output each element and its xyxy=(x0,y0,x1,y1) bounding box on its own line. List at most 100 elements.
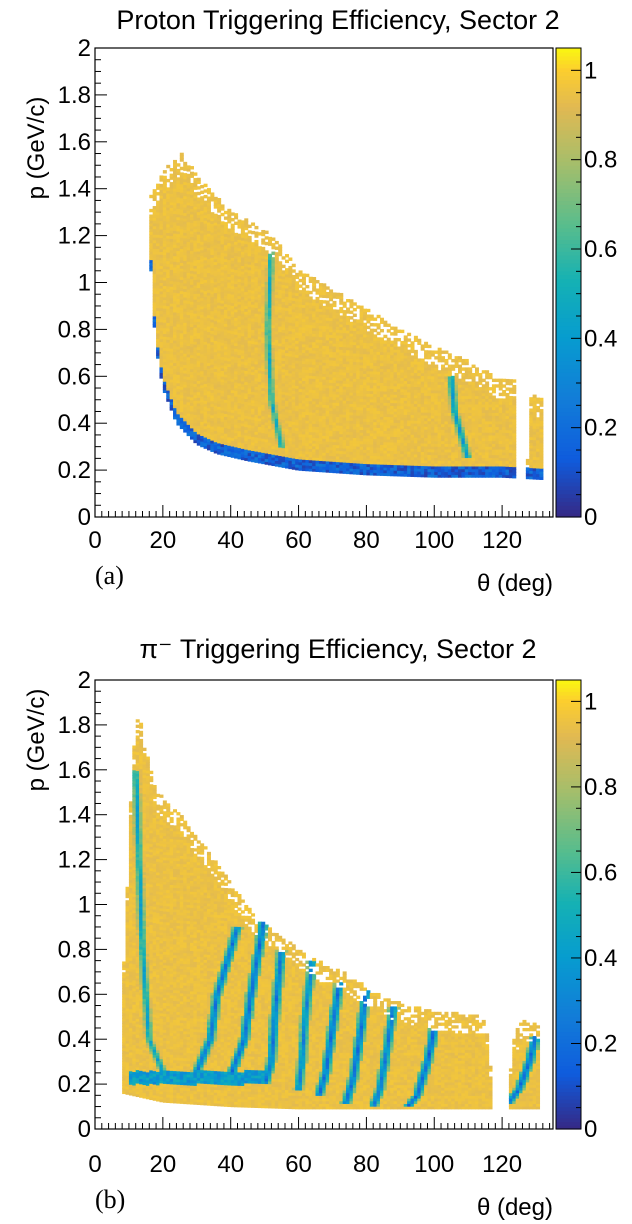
heatmap-cell xyxy=(166,249,171,253)
heatmap-cell xyxy=(305,467,310,472)
heatmap-cell xyxy=(278,275,283,279)
heatmap-cell xyxy=(356,336,361,340)
heatmap-cell xyxy=(363,336,367,341)
heatmap-cell xyxy=(308,380,313,385)
heatmap-cell xyxy=(308,321,313,326)
heatmap-cell xyxy=(251,458,256,463)
heatmap-cell xyxy=(244,283,249,287)
heatmap-cell xyxy=(166,328,171,332)
heatmap-cell xyxy=(308,349,313,354)
heatmap-cell xyxy=(369,368,374,372)
heatmap-cell xyxy=(342,310,347,314)
heatmap-cell xyxy=(366,356,371,361)
heatmap-cell xyxy=(244,274,249,279)
heatmap-cell xyxy=(237,377,242,381)
heatmap-cell xyxy=(257,254,262,259)
heatmap-cell xyxy=(312,397,317,402)
heatmap-cell xyxy=(288,325,293,329)
heatmap-cell xyxy=(349,375,354,379)
heatmap-cell xyxy=(156,273,161,278)
heatmap-cell xyxy=(210,226,215,230)
heatmap-cell xyxy=(278,399,283,403)
heatmap-cell xyxy=(166,257,171,262)
heatmap-cell xyxy=(217,445,222,450)
heatmap-cell xyxy=(332,388,337,392)
heatmap-cell xyxy=(230,361,235,365)
heatmap-cell xyxy=(332,382,337,386)
heatmap-cell xyxy=(162,291,167,295)
heatmap-cell xyxy=(152,267,157,272)
heatmap-cell xyxy=(176,301,181,305)
heatmap-cell xyxy=(352,448,357,453)
heatmap-cell xyxy=(268,335,273,339)
heatmap-cell xyxy=(179,341,184,345)
heatmap-cell xyxy=(200,398,205,403)
heatmap-cell xyxy=(213,419,218,423)
heatmap-cell xyxy=(339,340,344,345)
heatmap-cell xyxy=(298,450,303,454)
heatmap-cell xyxy=(193,206,198,210)
heatmap-cell xyxy=(169,232,174,237)
heatmap-cell xyxy=(308,462,313,466)
heatmap-cell xyxy=(230,268,235,273)
heatmap-cell xyxy=(193,273,198,278)
heatmap-cell xyxy=(329,354,334,358)
heatmap-cell xyxy=(373,472,378,476)
heatmap-cell xyxy=(234,438,239,442)
heatmap-cell xyxy=(322,379,327,383)
heatmap-cell xyxy=(264,385,269,389)
heatmap-cell xyxy=(346,377,351,382)
heatmap-cell xyxy=(268,450,273,455)
heatmap-cell xyxy=(318,359,323,363)
heatmap-cell xyxy=(169,331,174,335)
heatmap-cell xyxy=(295,371,300,375)
heatmap-cell xyxy=(349,358,354,362)
heatmap-cell xyxy=(369,342,374,347)
heatmap-cell xyxy=(373,368,378,372)
heatmap-cell xyxy=(312,355,317,360)
heatmap-cell xyxy=(234,348,239,352)
heatmap-cell xyxy=(149,208,154,213)
heatmap-cell xyxy=(342,380,347,384)
heatmap-cell xyxy=(291,404,296,408)
heatmap-cell xyxy=(196,391,201,396)
heatmap-cell xyxy=(186,413,191,417)
heatmap-cell xyxy=(352,302,357,306)
heatmap-cell xyxy=(200,289,205,293)
heatmap-cell xyxy=(237,343,242,347)
heatmap-cell xyxy=(223,371,228,375)
heatmap-cell xyxy=(363,390,367,394)
heatmap-cell xyxy=(284,304,289,309)
heatmap-cell xyxy=(318,364,323,369)
heatmap-cell xyxy=(295,407,300,412)
heatmap-cell xyxy=(227,214,232,218)
heatmap-cell xyxy=(291,415,296,420)
heatmap-cell xyxy=(278,264,283,268)
heatmap-cell xyxy=(274,392,279,397)
heatmap-cell xyxy=(281,343,286,347)
heatmap-cell xyxy=(254,285,259,289)
heatmap-cell xyxy=(210,251,215,255)
heatmap-cell xyxy=(308,434,313,438)
heatmap-cell xyxy=(169,359,174,363)
heatmap-cell xyxy=(196,352,201,356)
heatmap-cell xyxy=(162,282,167,287)
heatmap-cell xyxy=(237,408,242,412)
heatmap-cell xyxy=(156,208,161,213)
heatmap-cell xyxy=(291,452,296,456)
heatmap-cell xyxy=(206,320,211,324)
heatmap-cell xyxy=(210,257,215,261)
heatmap-cell xyxy=(230,316,235,320)
heatmap-cell xyxy=(227,236,232,241)
heatmap-cell xyxy=(298,385,303,390)
heatmap-cell xyxy=(159,372,164,376)
heatmap-cell xyxy=(210,389,215,393)
heatmap-cell xyxy=(176,261,181,266)
heatmap-cell xyxy=(284,436,289,441)
heatmap-cell xyxy=(318,454,323,459)
heatmap-cell xyxy=(240,442,245,447)
heatmap-cell xyxy=(291,376,296,380)
heatmap-cell xyxy=(196,321,201,325)
heatmap-cell xyxy=(278,373,283,378)
heatmap-cell xyxy=(230,212,235,216)
